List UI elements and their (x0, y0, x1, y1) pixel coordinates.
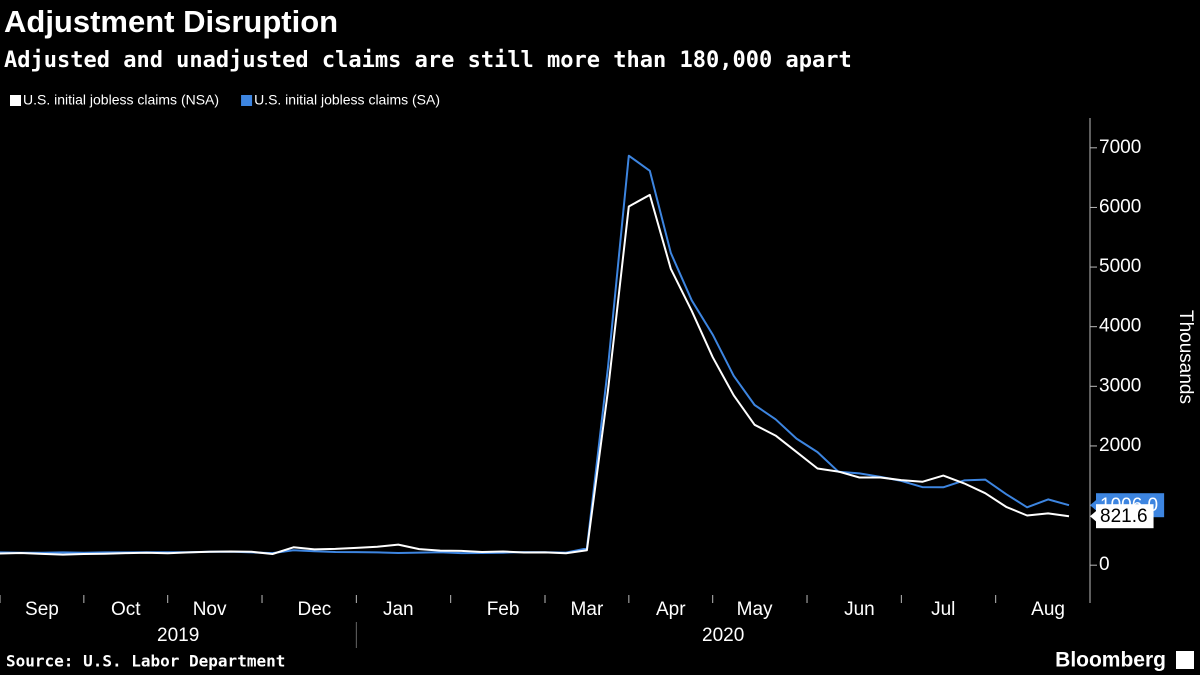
y-tick-label: 3000 (1099, 375, 1141, 396)
legend-label: U.S. initial jobless claims (NSA) (23, 92, 219, 108)
x-tick-label: Jan (383, 599, 414, 620)
y-axis-label: Thousands (1175, 310, 1196, 404)
y-tick-label: 4000 (1099, 316, 1141, 337)
x-tick-label: Oct (111, 599, 141, 620)
x-tick-label: Dec (298, 599, 332, 620)
year-label: 2019 (157, 625, 199, 646)
x-tick-label: Nov (193, 599, 227, 620)
legend-swatch (10, 95, 21, 106)
x-tick-label: Sep (25, 599, 59, 620)
x-tick-label: Jun (844, 599, 875, 620)
end-label-pointer (1090, 499, 1097, 512)
x-tick-label: May (737, 599, 773, 620)
end-label-box (1096, 504, 1154, 529)
x-tick-label: Apr (656, 599, 686, 620)
end-label-pointer (1090, 510, 1097, 523)
legend-label: U.S. initial jobless claims (SA) (254, 92, 440, 108)
y-tick-label: 7000 (1099, 137, 1141, 158)
legend-swatch (241, 95, 253, 106)
y-tick-label: 5000 (1099, 256, 1141, 277)
chart-title: Adjustment Disruption (4, 4, 338, 39)
x-tick-label: Aug (1031, 599, 1065, 620)
x-tick-label: Feb (487, 599, 520, 620)
chart-subtitle: Adjusted and unadjusted claims are still… (4, 48, 852, 73)
x-tick-label: Jul (931, 599, 955, 620)
x-tick-label: Mar (571, 599, 604, 620)
series-line (0, 193, 1070, 556)
y-tick-label: 0 (1099, 554, 1110, 575)
y-tick-label: 2000 (1099, 435, 1141, 456)
end-label: 821.6 (1100, 506, 1148, 527)
source: Source: U.S. Labor Department (6, 652, 285, 671)
brand-icon (1176, 651, 1194, 669)
brand: Bloomberg (1055, 649, 1166, 672)
y-tick-label: 6000 (1099, 196, 1141, 217)
year-label: 2020 (702, 625, 744, 646)
